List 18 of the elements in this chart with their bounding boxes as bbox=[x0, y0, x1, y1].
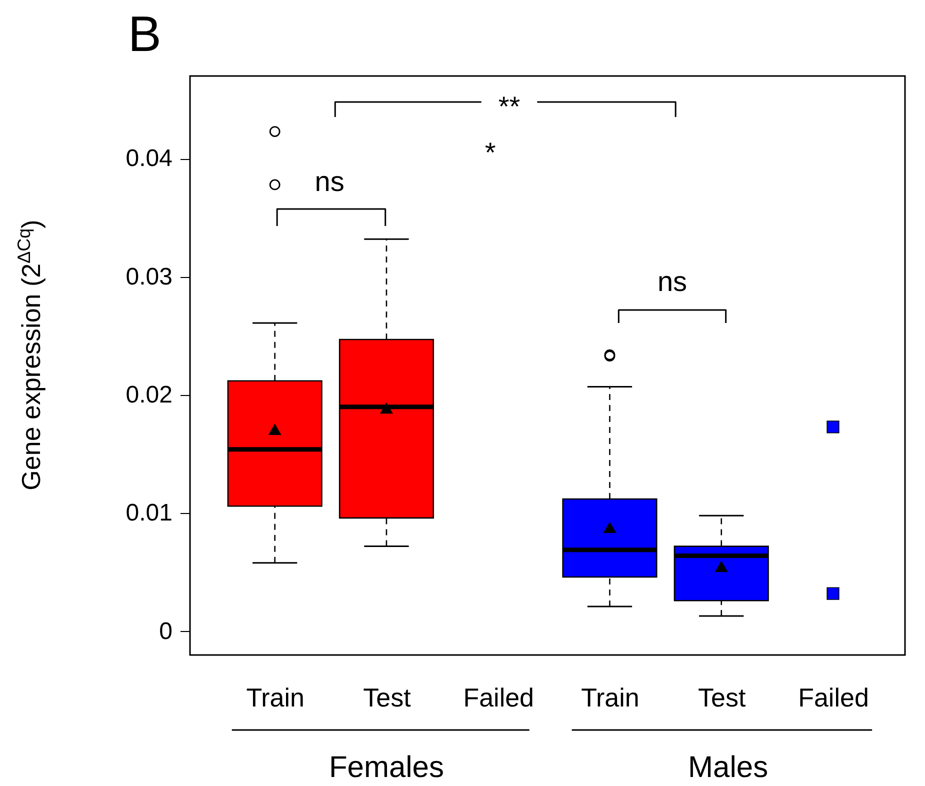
x-tick-label: Train bbox=[581, 682, 640, 712]
annotation: ** bbox=[498, 91, 520, 122]
y-tick-label: 0.02 bbox=[126, 382, 172, 409]
y-tick-label: 0 bbox=[159, 618, 172, 645]
annotation: ns bbox=[314, 166, 344, 197]
x-tick-label: Failed bbox=[463, 682, 534, 712]
text: Females bbox=[328, 751, 444, 784]
y-tick-label: 0.01 bbox=[126, 500, 172, 527]
x-tick-label: Test bbox=[363, 682, 412, 712]
chart-title: B bbox=[128, 6, 162, 62]
x-tick-label: Train bbox=[246, 682, 304, 712]
text: Males bbox=[688, 751, 768, 784]
x-tick-label: Failed bbox=[798, 682, 869, 712]
annotation: ns bbox=[657, 266, 688, 297]
y-tick-label: 0.03 bbox=[126, 263, 172, 290]
annotation: * bbox=[484, 137, 496, 168]
y-tick-label: 0.04 bbox=[126, 145, 172, 172]
x-tick-label: Test bbox=[698, 682, 746, 712]
